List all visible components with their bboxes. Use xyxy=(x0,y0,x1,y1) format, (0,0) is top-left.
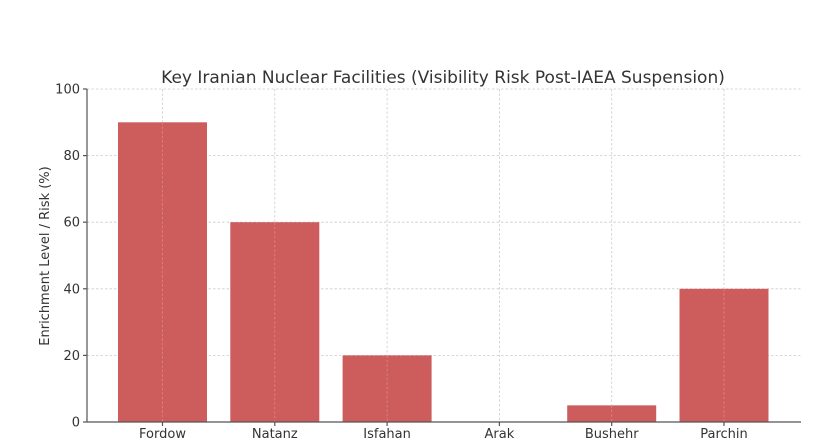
bar-bushehr xyxy=(567,405,657,422)
x-tick-label: Isfahan xyxy=(363,427,411,440)
x-tick-label: Parchin xyxy=(700,427,748,440)
y-tick-label: 80 xyxy=(63,149,80,164)
y-axis-ticks: 0 20 40 60 80 100 xyxy=(55,83,87,431)
y-tick-label: 60 xyxy=(63,216,80,231)
x-axis-ticks: Fordow Natanz Isfahan Arak Bushehr Parchin xyxy=(139,422,748,440)
chart-title: Key Iranian Nuclear Facilities (Visibili… xyxy=(161,68,725,88)
y-axis-label: Enrichment Level / Risk (%) xyxy=(38,166,53,345)
bar-parchin xyxy=(679,288,769,422)
y-tick-label: 40 xyxy=(63,282,80,297)
y-tick-label: 0 xyxy=(72,416,80,431)
y-tick-label: 100 xyxy=(55,83,80,98)
axes xyxy=(86,89,801,423)
y-tick-label: 20 xyxy=(63,349,80,364)
bars xyxy=(118,122,769,423)
x-tick-label: Natanz xyxy=(252,427,298,440)
x-tick-label: Fordow xyxy=(139,427,186,440)
x-tick-label: Bushehr xyxy=(585,427,639,440)
x-tick-label: Arak xyxy=(485,427,515,440)
